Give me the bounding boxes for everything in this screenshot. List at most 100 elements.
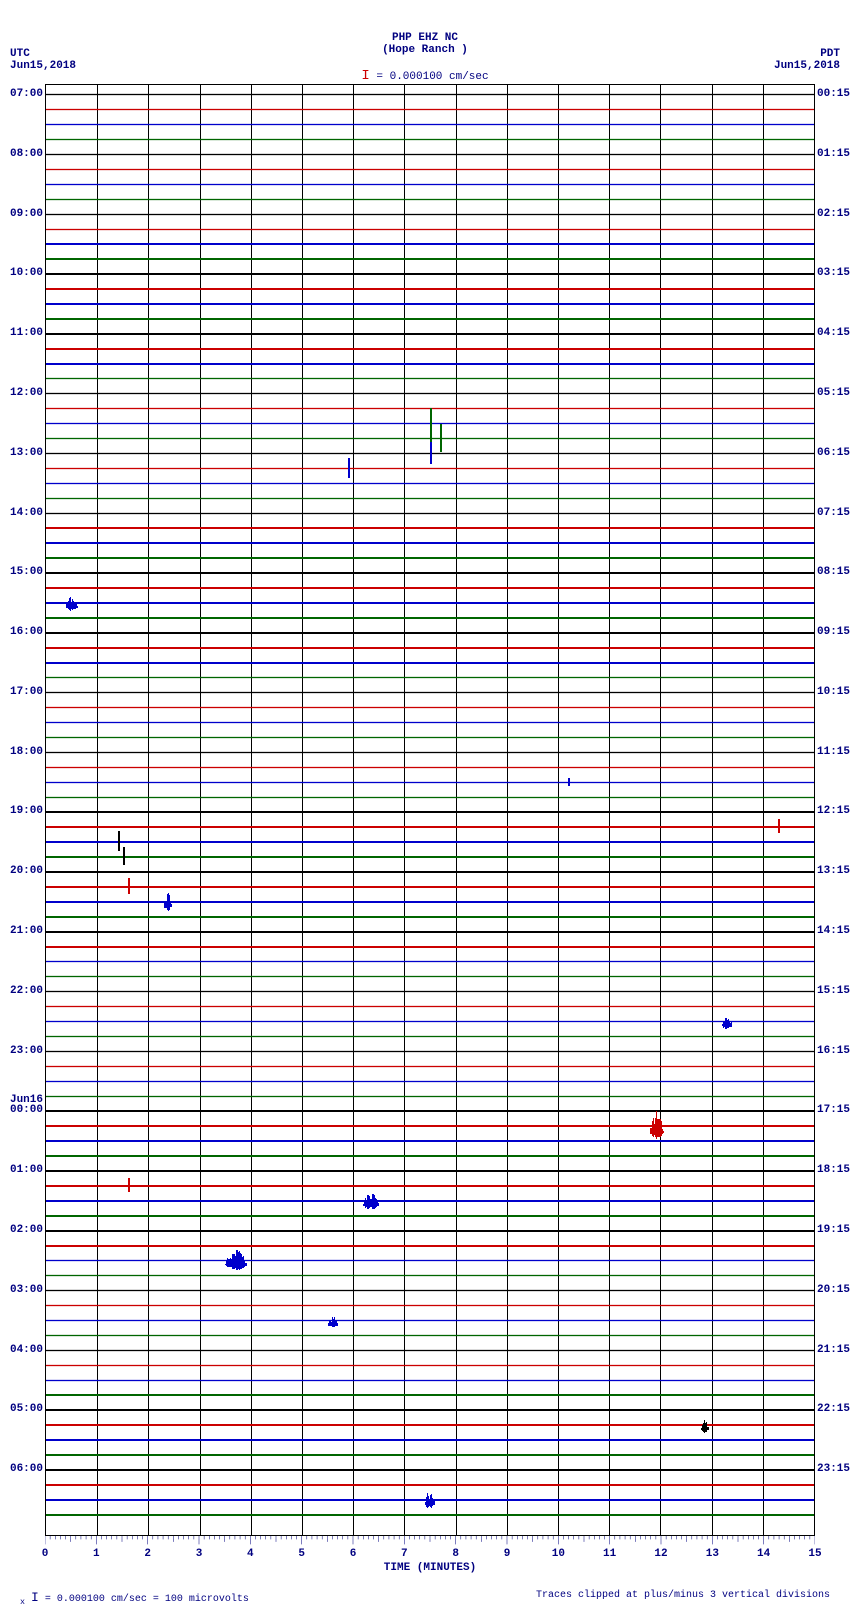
trace-line (46, 752, 814, 754)
trace-line (46, 961, 814, 963)
trace-line (46, 1096, 814, 1098)
footer-scale-left: x I = 0.000100 cm/sec = 100 microvolts (20, 1590, 249, 1607)
trace-line (46, 214, 814, 216)
seismic-spike (348, 458, 350, 478)
x-tick-label: 8 (452, 1548, 459, 1560)
trace-line (46, 901, 814, 903)
trace-line (46, 1469, 814, 1471)
trace-line (46, 976, 814, 978)
trace-line (46, 378, 814, 380)
utc-time-label: 04:00 (10, 1345, 43, 1356)
utc-time-label: 20:00 (10, 866, 43, 877)
scale-bar-icon: I (361, 68, 369, 84)
trace-line (46, 1320, 814, 1322)
pdt-time-label: 00:15 (817, 89, 850, 100)
x-tick-label: 6 (350, 1548, 357, 1560)
trace-line (46, 557, 814, 559)
seismic-spike (128, 878, 130, 894)
utc-time-label: 02:00 (10, 1225, 43, 1236)
pdt-time-label: 01:15 (817, 149, 850, 160)
trace-line (46, 692, 814, 694)
trace-line (46, 782, 814, 784)
station-title: PHP EHZ NC (Hope Ranch ) (0, 32, 850, 56)
pdt-time-label: 10:15 (817, 687, 850, 698)
x-tick-label: 5 (298, 1548, 305, 1560)
trace-line (46, 1290, 814, 1292)
seismic-spike (123, 847, 125, 865)
trace-line (46, 1335, 814, 1337)
trace-line (46, 288, 814, 290)
footer: x I = 0.000100 cm/sec = 100 microvolts T… (0, 1586, 850, 1616)
trace-line (46, 1514, 814, 1516)
seismic-spike (128, 1178, 130, 1192)
trace-line (46, 662, 814, 664)
pdt-time-label: 03:15 (817, 268, 850, 279)
trace-line (46, 886, 814, 888)
pdt-time-label: 16:15 (817, 1046, 850, 1057)
header: PHP EHZ NC (Hope Ranch ) UTC Jun15,2018 … (0, 0, 850, 80)
x-tick-label: 14 (757, 1548, 770, 1560)
trace-line (46, 109, 814, 111)
trace-line (46, 931, 814, 933)
trace-line (46, 527, 814, 529)
scale-text: = 0.000100 cm/sec (376, 71, 488, 83)
trace-line (46, 946, 814, 948)
utc-time-label: 15:00 (10, 567, 43, 578)
utc-time-label: 23:00 (10, 1046, 43, 1057)
trace-line (46, 826, 814, 828)
trace-line (46, 1230, 814, 1232)
trace-line (46, 871, 814, 873)
pdt-time-label: 04:15 (817, 328, 850, 339)
utc-time-label: 03:00 (10, 1285, 43, 1296)
pdt-time-label: 06:15 (817, 448, 850, 459)
trace-line (46, 1155, 814, 1157)
trace-line (46, 483, 814, 485)
utc-time-label: 22:00 (10, 986, 43, 997)
trace-line (46, 1006, 814, 1008)
seismogram-chart: 07:0008:0009:0010:0011:0012:0013:0014:00… (45, 84, 815, 1536)
trace-line (46, 243, 814, 245)
seismic-spike (778, 819, 780, 833)
pdt-time-label: 09:15 (817, 627, 850, 638)
utc-time-label: 16:00 (10, 627, 43, 638)
trace-line (46, 811, 814, 813)
trace-line (46, 363, 814, 365)
trace-line (46, 154, 814, 156)
trace-line (46, 1051, 814, 1053)
x-tick-label: 15 (808, 1548, 821, 1560)
x-tick-label: 1 (93, 1548, 100, 1560)
trace-line (46, 124, 814, 126)
trace-line (46, 1439, 814, 1441)
tick-bar (45, 1536, 815, 1546)
utc-time-label: 18:00 (10, 747, 43, 758)
pdt-time-label: 07:15 (817, 508, 850, 519)
utc-time-label: 19:00 (10, 806, 43, 817)
seismic-spike (568, 778, 570, 786)
pdt-time-label: 22:15 (817, 1404, 850, 1415)
trace-line (46, 393, 814, 395)
trace-line (46, 229, 814, 231)
trace-line (46, 1380, 814, 1382)
trace-line (46, 707, 814, 709)
trace-line (46, 169, 814, 171)
trace-line (46, 333, 814, 335)
x-tick-label: 10 (552, 1548, 565, 1560)
trace-line (46, 1394, 814, 1396)
trace-line (46, 1200, 814, 1202)
trace-line (46, 1245, 814, 1247)
utc-time-label: 09:00 (10, 209, 43, 220)
utc-time-label: 10:00 (10, 268, 43, 279)
utc-time-label: 01:00 (10, 1165, 43, 1176)
trace-line (46, 617, 814, 619)
trace-line (46, 184, 814, 186)
trace-line (46, 991, 814, 993)
pdt-time-label: 18:15 (817, 1165, 850, 1176)
trace-line (46, 1409, 814, 1411)
trace-line (46, 587, 814, 589)
trace-line (46, 1275, 814, 1277)
x-tick-label: 13 (706, 1548, 719, 1560)
station-code: PHP EHZ NC (0, 32, 850, 44)
pdt-time-label: 19:15 (817, 1225, 850, 1236)
utc-time-label: 05:00 (10, 1404, 43, 1415)
utc-time-label: 13:00 (10, 448, 43, 459)
